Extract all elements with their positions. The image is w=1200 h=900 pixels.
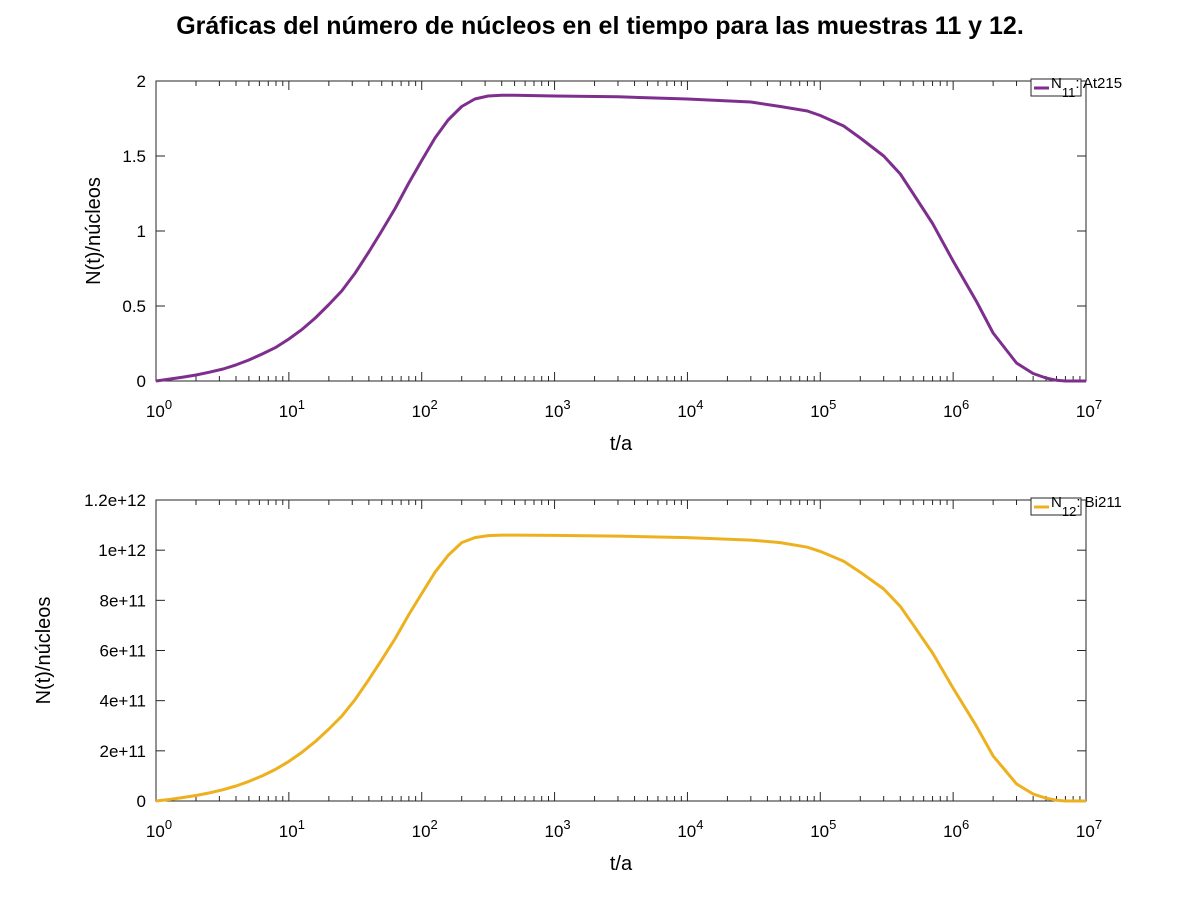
legend: N12: Bi211 xyxy=(1030,494,1122,519)
y-tick-label: 6e+11 xyxy=(100,642,146,661)
y-tick-label: 0.5 xyxy=(122,297,146,316)
x-tick-label: 104 xyxy=(677,817,703,841)
x-tick-label: 101 xyxy=(279,397,305,421)
top-subplot: 100 101 102 103 104 105 106 107 0 0.5 1 1.5 2 t/a N(t)… xyxy=(83,72,1122,455)
x-tick-label: 106 xyxy=(943,817,969,841)
y-axis-label: N(t)/núcleos xyxy=(33,597,55,705)
y-tick-label: 1.5 xyxy=(122,147,146,166)
x-tick-label: 100 xyxy=(146,817,172,841)
x-tick-label: 107 xyxy=(1076,397,1102,421)
legend-label: N11: At215 xyxy=(1051,75,1122,100)
y-tick-label: 4e+11 xyxy=(100,692,146,711)
x-axis-label: t/a xyxy=(610,433,633,455)
x-tick-label: 105 xyxy=(810,397,836,421)
x-tick-label: 103 xyxy=(544,817,570,841)
legend-label: N12: Bi211 xyxy=(1051,494,1122,519)
y-tick-label: 2 xyxy=(137,72,146,91)
legend-box xyxy=(1030,497,1082,516)
series-line xyxy=(155,533,1086,803)
x-tick-label: 102 xyxy=(412,817,438,841)
x-tick-label: 105 xyxy=(810,817,836,841)
x-axis-label: t/a xyxy=(610,853,633,875)
x-tick-label: 103 xyxy=(544,397,570,421)
y-tick-label: 0 xyxy=(137,372,146,391)
y-tick-label: 1 xyxy=(137,222,146,241)
y-tick-label: 8e+11 xyxy=(100,591,146,610)
y-tick-label: 1.2e+12 xyxy=(84,491,146,510)
figure-title: Gráficas del número de núcleos en el tie… xyxy=(176,12,1024,40)
bottom-subplot: 100 101 102 103 104 105 106 107 0 2e+11 4e+11 6e+11… xyxy=(33,491,1122,875)
x-tick-label: 101 xyxy=(279,817,305,841)
y-axis-label: N(t)/núcleos xyxy=(83,177,105,285)
series-line xyxy=(155,93,1086,383)
legend: N11: At215 xyxy=(1030,75,1122,100)
y-tick-label: 1e+12 xyxy=(98,541,146,560)
y-tick-label: 0 xyxy=(137,792,146,811)
x-tick-label: 107 xyxy=(1076,817,1102,841)
y-tick-label: 2e+11 xyxy=(100,742,146,761)
x-tick-label: 106 xyxy=(943,397,969,421)
x-tick-label: 100 xyxy=(146,397,172,421)
legend-box xyxy=(1030,78,1082,97)
x-tick-label: 104 xyxy=(677,397,703,421)
x-tick-label: 102 xyxy=(412,397,438,421)
